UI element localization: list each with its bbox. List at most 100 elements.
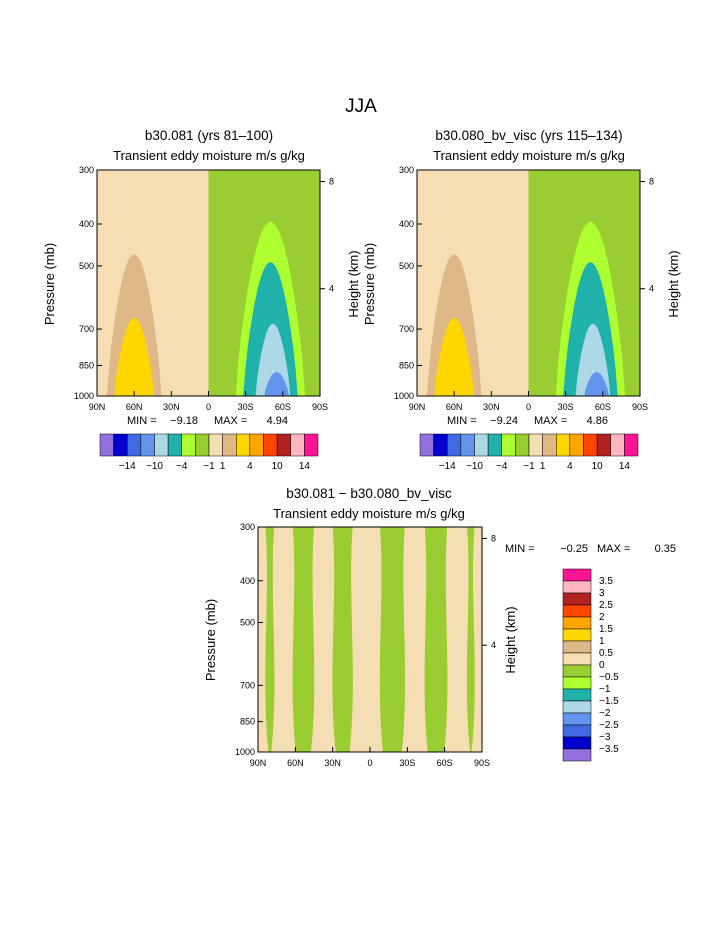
- colorbar-swatch: [140, 433, 155, 457]
- legend-swatch: [562, 712, 592, 726]
- y-tick-label: 850: [79, 360, 94, 370]
- y-tick-label: 1000: [74, 391, 94, 401]
- legend-swatch: [562, 724, 592, 738]
- colorbar-tick-label: 10: [592, 461, 604, 472]
- x-tick-label: 90N: [409, 402, 426, 412]
- panel-b-subtitle: Transient eddy moisture m/s g/kg: [433, 148, 625, 163]
- legend-swatch: [562, 640, 592, 654]
- colorbar-tick-label: −4: [496, 461, 508, 472]
- legend-label: 0.5: [599, 648, 613, 659]
- x-tick-label: 60N: [287, 758, 304, 768]
- panel-b-chart: b30.080_bv_visc (yrs 115–134) Transient …: [362, 128, 681, 472]
- diff-band-neg: [379, 527, 406, 752]
- colorbar-tick-label: −14: [119, 461, 136, 472]
- panel-a-subtitle: Transient eddy moisture m/s g/kg: [113, 148, 305, 163]
- colorbar-swatch: [433, 433, 448, 457]
- colorbar-tick-label: 1: [220, 461, 226, 472]
- panel-a-max-value: 4.94: [267, 415, 288, 427]
- y-tick-label: 700: [79, 324, 94, 334]
- legend-swatch: [562, 664, 592, 678]
- legend-swatch: [562, 700, 592, 714]
- colorbar-swatch: [154, 433, 169, 457]
- panel-b-min-label: MIN =: [447, 415, 477, 427]
- x-tick-label: 90N: [250, 758, 267, 768]
- panel-c-max-value: 0.35: [655, 543, 676, 555]
- colorbar-swatch: [460, 433, 475, 457]
- legend-swatch: [562, 748, 592, 762]
- colorbar-swatch: [624, 433, 639, 457]
- legend-swatch: [562, 652, 592, 666]
- panel-b-max-value: 4.86: [587, 415, 608, 427]
- panel-a-y2label: Height (km): [346, 250, 361, 317]
- colorbar-swatch: [304, 433, 319, 457]
- panel-a-plot-area: 90N 60N 30N 0 30S 60S 90S 300 400 500 700 850 1000 8 4: [74, 165, 334, 412]
- panel-b-max-label: MAX =: [534, 415, 567, 427]
- x-tick-label: 90N: [89, 402, 106, 412]
- legend-label: 1: [599, 636, 605, 647]
- contour-below-neg14: [264, 372, 289, 396]
- colorbar-swatch: [222, 433, 237, 457]
- colorbar-swatch: [583, 433, 598, 457]
- panel-c-y2label: Height (km): [503, 606, 518, 673]
- legend-swatch: [562, 688, 592, 702]
- colorbar-swatch: [501, 433, 516, 457]
- colorbar-swatch: [263, 433, 278, 457]
- legend-label: −2.5: [599, 720, 619, 731]
- y-tick-label: 1000: [235, 747, 255, 757]
- legend-swatch: [562, 736, 592, 750]
- x-tick-label: 30N: [163, 402, 180, 412]
- contour-4-10: [434, 318, 474, 396]
- y2-tick-label: 8: [329, 176, 334, 186]
- y2-tick-label: 8: [491, 533, 496, 543]
- x-tick-label: 60S: [437, 758, 453, 768]
- colorbar-swatch: [127, 433, 142, 457]
- x-tick-label: 60S: [275, 402, 291, 412]
- legend-swatch: [562, 676, 592, 690]
- y-tick-label: 700: [240, 680, 255, 690]
- x-tick-label: 0: [206, 402, 211, 412]
- colorbar-swatch: [236, 433, 251, 457]
- y-tick-label: 300: [79, 165, 94, 175]
- y2-tick-label: 4: [649, 284, 654, 294]
- colorbar-tick-label: −10: [466, 461, 483, 472]
- colorbar-tick-label: 10: [272, 461, 284, 472]
- y2-tick-label: 4: [491, 640, 496, 650]
- x-tick-label: 60S: [595, 402, 611, 412]
- y-tick-label: 850: [240, 717, 255, 727]
- colorbar-swatch: [556, 433, 571, 457]
- colorbar-swatch: [249, 433, 264, 457]
- y-tick-label: 500: [399, 261, 414, 271]
- colorbar-tick-label: −1: [523, 461, 535, 472]
- colorbar-swatch: [181, 433, 196, 457]
- panel-b-title: b30.080_bv_visc (yrs 115–134): [435, 128, 622, 143]
- x-tick-label: 30S: [238, 402, 254, 412]
- colorbar-tick-label: −1: [203, 461, 215, 472]
- panel-c-legend: 3.532.521.510.50−0.5−1−1.5−2−2.5−3−3.5: [562, 568, 619, 762]
- legend-label: −0.5: [599, 672, 619, 683]
- diff-band-pos: [258, 527, 482, 752]
- y-tick-label: 500: [79, 261, 94, 271]
- y-tick-label: 850: [399, 360, 414, 370]
- colorbar-tick-label: −10: [146, 461, 163, 472]
- diff-band-neg: [265, 527, 275, 752]
- panel-c-chart: b30.081 − b30.080_bv_visc Transient eddy…: [203, 486, 676, 768]
- colorbar-swatch: [542, 433, 557, 457]
- y-tick-label: 700: [399, 324, 414, 334]
- colorbar-swatch: [515, 433, 530, 457]
- panel-b-y2label: Height (km): [666, 250, 681, 317]
- legend-label: −1: [599, 684, 611, 695]
- colorbar-tick-label: 4: [247, 461, 253, 472]
- panel-c-plot-area: 90N 60N 30N 0 30S 60S 90S 300 400 500 700 850 1000 8 4: [235, 522, 496, 768]
- panel-a-chart: b30.081 (yrs 81–100) Transient eddy mois…: [42, 128, 361, 472]
- colorbar-tick-label: −4: [176, 461, 188, 472]
- panel-a-max-label: MAX =: [214, 415, 247, 427]
- diff-band-neg: [424, 527, 448, 752]
- legend-swatch: [562, 580, 592, 594]
- legend-label: −2: [599, 708, 611, 719]
- legend-label: 3.5: [599, 576, 613, 587]
- colorbar-swatch: [487, 433, 502, 457]
- panel-a-ylabel: Pressure (mb): [42, 243, 57, 325]
- colorbar-swatch: [290, 433, 305, 457]
- y-tick-label: 300: [399, 165, 414, 175]
